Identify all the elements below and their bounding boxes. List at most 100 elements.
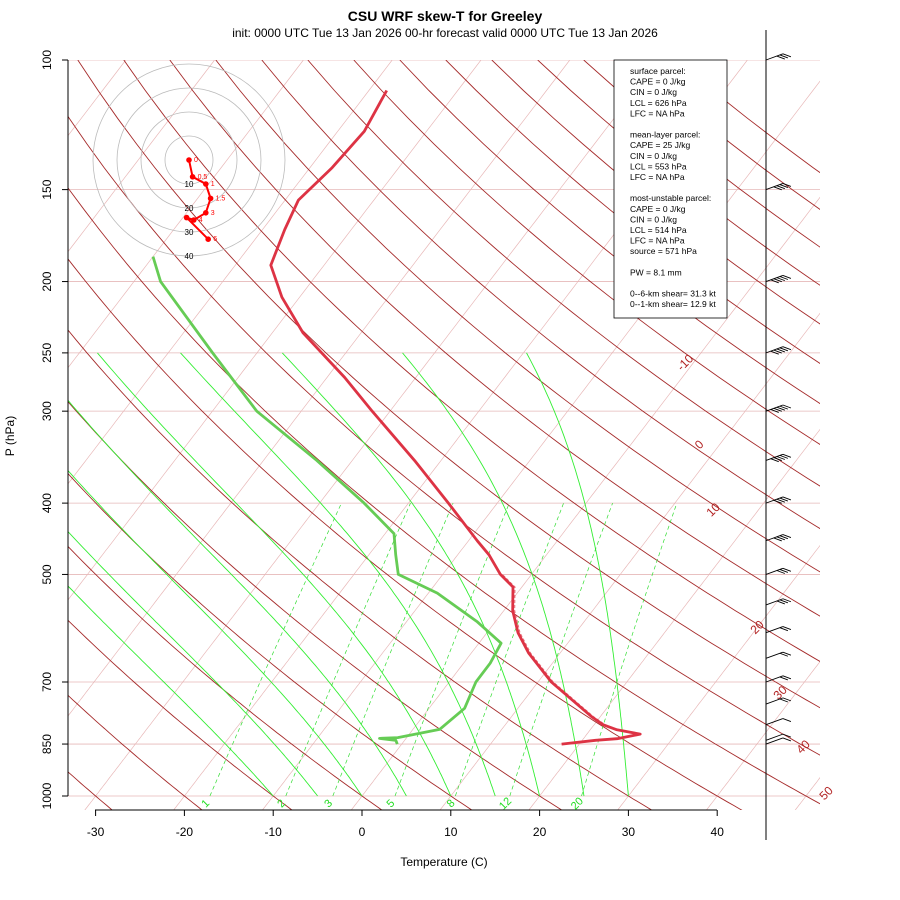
hodograph-point: [203, 181, 209, 187]
dry-adiabat-line: [68, 115, 820, 756]
wind-barb-flag: [776, 600, 785, 605]
wind-barb-flag: [782, 598, 792, 603]
wind-barb-flag: [782, 651, 792, 656]
wind-barb-flag: [779, 676, 789, 681]
info-line: LCL = 514 hPa: [630, 225, 687, 235]
dry-adiabat-line: [215, 60, 820, 573]
isotherm-line: [350, 196, 820, 810]
wind-barb-flag: [770, 350, 779, 355]
isotherm-lines: [68, 60, 820, 810]
wind-barb-flag: [782, 733, 792, 738]
wind-barb-flag: [779, 535, 789, 540]
wind-barb-flag: [782, 274, 792, 279]
info-line: LCL = 553 hPa: [630, 161, 687, 171]
wind-barb-flag: [779, 568, 789, 573]
dry-adiabat-line: [68, 619, 293, 810]
hodograph-point: [205, 236, 211, 242]
y-tick-label: 200: [40, 271, 54, 291]
wind-barb: [765, 718, 784, 726]
y-tick-label: 300: [40, 401, 54, 421]
hodograph-ring: [140, 111, 238, 209]
sounding-profiles: [151, 89, 643, 746]
dry-adiabat-line: [68, 187, 820, 805]
x-axis: -30 -20 -10 0 10 20 30 40: [87, 809, 724, 839]
hodograph-ring: [116, 87, 262, 233]
wind-barb-flag: [779, 627, 789, 632]
wind-barb-flag: [776, 55, 785, 60]
hodograph-point: [186, 157, 192, 163]
info-line: LFC = NA hPa: [630, 236, 685, 246]
wind-barb: [765, 737, 784, 745]
mixing-ratio-lines: [209, 502, 678, 797]
isotherm-line: [68, 60, 393, 485]
mixing-ratio-label: 1: [199, 797, 212, 810]
wind-barb-flag: [779, 405, 789, 410]
x-tick-label: 30: [622, 825, 636, 839]
wind-barb-flag: [773, 499, 782, 504]
dry-adiabat-line: [68, 694, 203, 810]
hodograph-ring: [92, 63, 286, 257]
wind-barb-flag: [770, 279, 779, 284]
dry-adiabat-line: [68, 472, 473, 810]
info-line: surface parcel:: [630, 66, 686, 76]
wind-barb-flag: [782, 404, 792, 409]
dry-adiabat-line: [68, 400, 563, 810]
wind-barb-flag: [773, 537, 782, 542]
hodograph: 10 20 30 40 0 0.511.5 3 4 6: [92, 63, 286, 261]
wind-barb-flag: [773, 186, 782, 191]
y-tick-label: 250: [40, 343, 54, 363]
hodograph-point-label: 3: [211, 210, 215, 217]
isotherm-line: [262, 80, 820, 810]
hodograph-point-label: 0: [194, 157, 198, 164]
isotherm-label: -10: [674, 351, 696, 373]
wind-barb-flag: [773, 349, 782, 354]
wind-barb-flag: [776, 498, 785, 503]
hodograph-point: [191, 217, 197, 223]
wind-barb-flag: [776, 406, 785, 411]
info-line: PW = 8.1 mm: [630, 267, 682, 277]
wind-barb-flag: [779, 276, 789, 280]
info-line: most-unstable parcel:: [630, 193, 711, 203]
hodograph-ring-label: 40: [185, 252, 194, 261]
wind-barb-flag: [779, 599, 789, 604]
info-line: CIN = 0 J/kg: [630, 214, 677, 224]
hodograph-point: [183, 214, 190, 221]
wind-barb-flag: [770, 409, 779, 413]
x-tick-label: 10: [444, 825, 458, 839]
hodograph-point-label: 1.5: [216, 195, 226, 202]
moist-adiabat-line: [68, 399, 407, 797]
isotherm-line: [617, 545, 820, 810]
wind-barb-flag: [782, 718, 792, 722]
wind-barb: [765, 733, 784, 741]
info-box-frame: [613, 59, 728, 319]
mixing-ratio-line: [581, 502, 678, 797]
wind-barb-flag: [782, 675, 792, 680]
y-tick-label: 850: [40, 734, 54, 754]
moist-adiabat-line: [180, 352, 496, 797]
info-line: LCL = 626 hPa: [630, 98, 687, 108]
dry-adiabat-line: [68, 329, 653, 810]
info-line: 0--1-km shear= 12.9 kt: [630, 299, 716, 309]
wind-barb-flag: [776, 570, 785, 574]
info-line: source = 571 hPa: [630, 246, 697, 256]
mixing-ratio-label: 5: [385, 797, 398, 810]
info-line: LFC = NA hPa: [630, 172, 685, 182]
dry-adiabat-lines: [68, 60, 820, 810]
moist-adiabat-line: [68, 585, 274, 797]
x-tick-label: -20: [176, 825, 194, 839]
chart-subtitle: init: 0000 UTC Tue 13 Jan 2026 00-hr for…: [232, 26, 658, 40]
y-tick-label: 100: [40, 50, 54, 70]
hodograph-ring-label: 20: [185, 204, 194, 213]
isotherm-line: [68, 60, 571, 717]
info-line: CAPE = 25 J/kg: [630, 140, 691, 150]
dry-adiabat-line: [68, 771, 113, 810]
dry-adiabat-line: [77, 60, 820, 709]
y-tick-label: 150: [40, 179, 54, 199]
wind-barb-flag: [773, 407, 782, 412]
dry-adiabat-line: [307, 60, 820, 487]
moist-adiabat-line: [97, 352, 452, 797]
isotherm-line: [68, 60, 304, 369]
info-line: CIN = 0 J/kg: [630, 151, 677, 161]
